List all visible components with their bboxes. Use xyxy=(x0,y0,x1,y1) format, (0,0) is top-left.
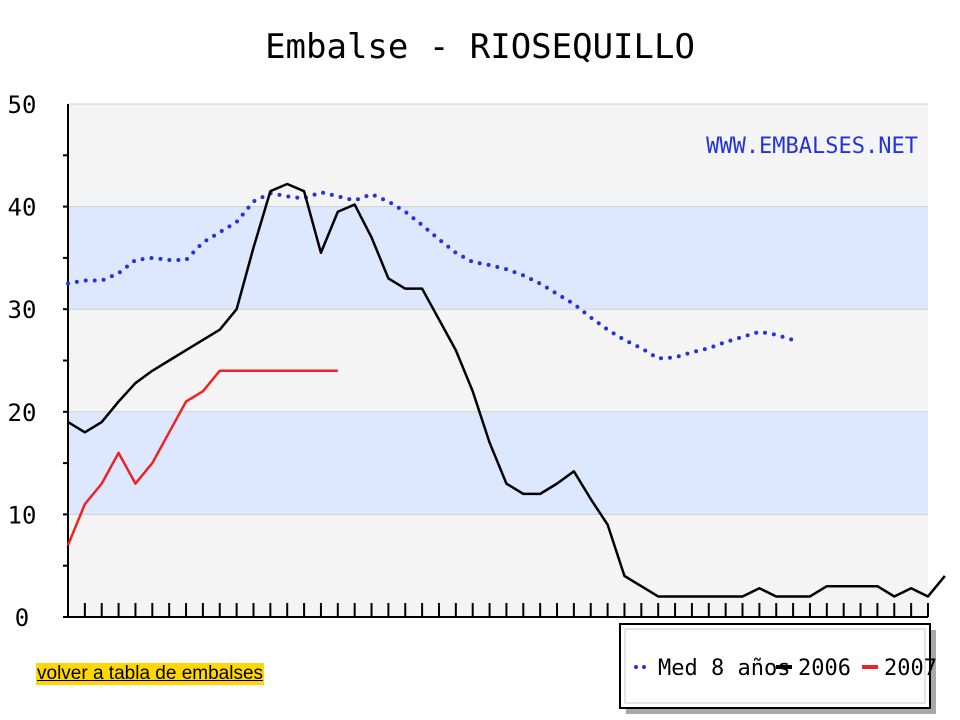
plot-band xyxy=(68,104,928,207)
back-to-table-link[interactable]: volver a tabla de embalses xyxy=(36,663,265,685)
series-line xyxy=(66,369,338,546)
y-tick-label: 0 xyxy=(15,604,29,632)
y-tick-label: 40 xyxy=(8,194,37,222)
y-tick-label: 50 xyxy=(8,91,37,119)
legend-box xyxy=(619,623,931,709)
plot-bands xyxy=(68,103,928,618)
legend-label: Med 8 años xyxy=(658,656,790,681)
series-group xyxy=(66,182,946,598)
plot-band xyxy=(68,514,928,617)
series-line xyxy=(67,182,946,598)
y-tick-label: 10 xyxy=(8,501,37,529)
legend-inner-border xyxy=(624,628,926,704)
plot-band xyxy=(68,206,928,310)
legend-label: 2006 xyxy=(798,656,851,681)
chart-title: Embalse - RIOSEQUILLO xyxy=(265,27,695,67)
axis-ticks: 0 10 20 30 40 50 xyxy=(8,91,929,632)
plot-band xyxy=(68,309,928,412)
y-tick-label: 30 xyxy=(8,296,37,324)
legend-label: 2007 xyxy=(884,656,937,681)
y-tick-label: 20 xyxy=(8,399,37,427)
watermark-text: WWW.EMBALSES.NET xyxy=(706,134,918,159)
legend: Med 8 años 2006 2007 xyxy=(619,623,937,714)
